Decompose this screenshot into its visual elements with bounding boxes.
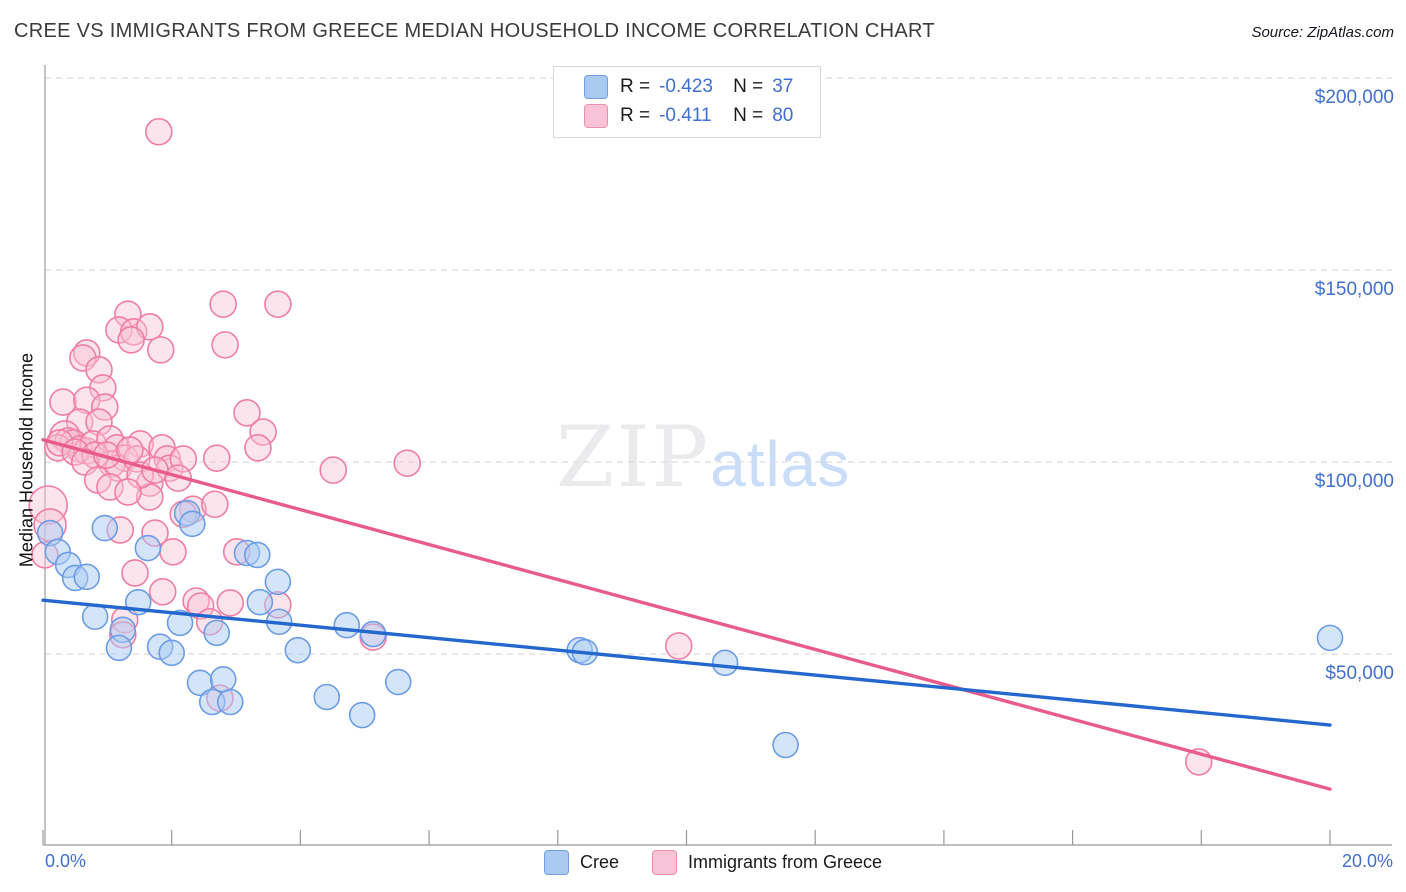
data-point-greece[interactable] <box>145 117 173 146</box>
r-label: R = <box>620 105 651 126</box>
data-point-cree[interactable] <box>772 731 799 759</box>
data-point-greece[interactable] <box>209 290 237 318</box>
data-point-greece[interactable] <box>90 393 119 421</box>
data-point-greece[interactable] <box>49 388 77 416</box>
data-point-cree[interactable] <box>158 639 185 667</box>
data-point-greece[interactable] <box>85 408 113 436</box>
source-credit: Source: ZipAtlas.com <box>1251 24 1394 41</box>
y-tick-label-200000: $200,000 <box>1315 87 1394 108</box>
x-axis-min-label: 0.0% <box>45 851 87 871</box>
correlation-legend-row-cree: R = -0.423 N = 37 <box>584 74 810 100</box>
data-point-greece[interactable] <box>216 589 245 617</box>
data-point-greece[interactable] <box>264 290 292 318</box>
data-point-cree[interactable] <box>384 668 412 696</box>
data-point-greece[interactable] <box>96 473 124 501</box>
data-point-greece[interactable] <box>319 456 348 484</box>
data-point-greece[interactable] <box>233 399 261 427</box>
data-point-greece[interactable] <box>664 632 693 660</box>
data-point-cree[interactable] <box>243 541 271 569</box>
data-point-greece[interactable] <box>201 490 229 519</box>
data-point-greece[interactable] <box>202 444 231 472</box>
cree-legend-label: Cree <box>580 852 620 872</box>
data-point-greece[interactable] <box>146 336 175 364</box>
data-point-cree[interactable] <box>105 634 133 662</box>
cree-legend-swatch-icon <box>544 850 569 875</box>
greece-legend-label: Immigrants from Greece <box>688 852 883 872</box>
n-label: N = <box>733 105 764 126</box>
greece-legend-swatch-icon <box>652 850 678 875</box>
data-point-cree[interactable] <box>216 688 244 716</box>
y-tick-label-100000: $100,000 <box>1315 471 1394 492</box>
data-point-greece[interactable] <box>249 418 277 446</box>
correlation-legend-row-greece: R = -0.411 N = 80 <box>584 103 810 129</box>
n-value-cree: 37 <box>772 76 794 97</box>
series-legend: Cree Immigrants from Greece <box>544 850 882 875</box>
data-point-cree[interactable] <box>73 563 101 591</box>
data-point-cree[interactable] <box>246 588 274 616</box>
data-point-cree[interactable] <box>348 701 376 729</box>
data-point-cree[interactable] <box>284 636 312 664</box>
data-point-cree[interactable] <box>209 666 237 693</box>
chart-title: CREE VS IMMIGRANTS FROM GREECE MEDIAN HO… <box>14 20 935 42</box>
data-point-cree[interactable] <box>203 619 231 647</box>
y-tick-label-50000: $50,000 <box>1325 663 1394 684</box>
data-point-greece[interactable] <box>393 449 422 477</box>
r-value-greece: -0.411 <box>659 105 712 126</box>
data-point-cree[interactable] <box>91 514 119 542</box>
data-point-greece[interactable] <box>136 313 164 341</box>
data-point-cree[interactable] <box>81 603 109 631</box>
cree-swatch-icon <box>584 75 608 99</box>
data-point-cree[interactable] <box>134 534 162 562</box>
r-value-cree: -0.423 <box>659 76 713 97</box>
data-point-greece[interactable] <box>148 577 177 606</box>
greece-swatch-icon <box>584 104 608 128</box>
data-point-cree[interactable] <box>333 611 361 639</box>
data-point-greece[interactable] <box>72 386 101 414</box>
n-value-greece: 80 <box>772 105 794 126</box>
data-point-cree[interactable] <box>166 609 194 637</box>
trend-line-cree <box>41 598 1332 727</box>
n-label: N = <box>733 76 764 97</box>
correlation-legend: R = -0.423 N = 37 R = -0.411 N = 80 <box>553 66 821 138</box>
data-point-greece[interactable] <box>159 538 187 566</box>
y-tick-label-150000: $150,000 <box>1315 279 1394 300</box>
data-point-greece[interactable] <box>85 356 113 384</box>
data-point-cree[interactable] <box>711 649 739 677</box>
x-axis-max-label: 20.0% <box>1341 851 1393 871</box>
r-label: R = <box>620 76 651 97</box>
data-point-greece[interactable] <box>186 592 215 620</box>
data-point-greece[interactable] <box>117 326 145 354</box>
trend-line-greece <box>41 438 1332 791</box>
data-point-cree[interactable] <box>178 510 206 538</box>
data-point-cree[interactable] <box>264 568 292 596</box>
data-point-greece[interactable] <box>114 478 142 506</box>
data-point-greece[interactable] <box>244 433 272 462</box>
y-axis-title: Median Household Income <box>16 352 37 568</box>
data-point-cree[interactable] <box>1316 624 1344 652</box>
data-point-greece[interactable] <box>121 559 149 587</box>
data-point-greece[interactable] <box>211 331 239 359</box>
data-point-cree[interactable] <box>313 683 341 711</box>
